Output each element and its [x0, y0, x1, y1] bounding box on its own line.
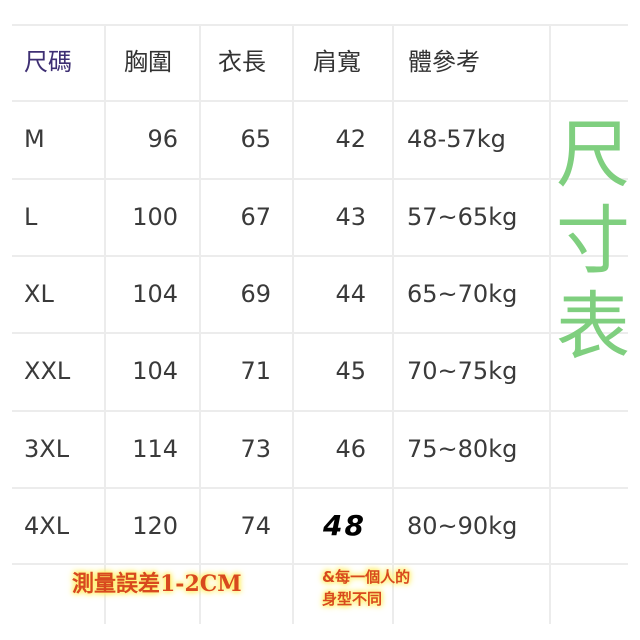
- divider: [12, 100, 628, 102]
- cell-chest: 114: [132, 435, 178, 463]
- body-shape-note-line: &每一個人的: [322, 568, 411, 586]
- cell-length: 74: [240, 512, 271, 540]
- side-title-char: 尺: [556, 112, 630, 198]
- divider: [12, 332, 628, 334]
- header-length: 衣長: [218, 48, 266, 76]
- cell-size: 4XL: [24, 512, 70, 540]
- divider: [12, 563, 628, 565]
- cell-chest: 120: [132, 512, 178, 540]
- cell-weight: 75~80kg: [407, 435, 518, 463]
- header-size: 尺碼: [24, 48, 72, 76]
- cell-length: 67: [240, 203, 271, 231]
- divider: [104, 24, 106, 624]
- header-shoulder: 肩寬: [313, 48, 361, 76]
- cell-size: 3XL: [24, 435, 70, 463]
- cell-weight: 80~90kg: [407, 512, 518, 540]
- divider: [12, 24, 628, 26]
- cell-length: 73: [240, 435, 271, 463]
- cell-shoulder: 48: [323, 509, 366, 542]
- cell-size: M: [24, 125, 45, 153]
- divider: [392, 24, 394, 624]
- cell-size: XXL: [24, 357, 71, 385]
- cell-shoulder: 42: [335, 125, 366, 153]
- side-title-char: 表: [556, 284, 630, 370]
- measurement-error-note: 測量誤差1-2CM: [72, 571, 242, 597]
- header-weight: 體參考: [408, 48, 480, 76]
- cell-size: XL: [24, 280, 54, 308]
- cell-chest: 96: [147, 125, 178, 153]
- cell-weight: 48-57kg: [407, 125, 506, 153]
- cell-length: 71: [240, 357, 271, 385]
- divider: [199, 24, 201, 624]
- body-shape-note-line: 身型不同: [322, 590, 383, 608]
- side-title: 尺 寸 表: [552, 112, 634, 370]
- body-shape-note: &每一個人的 身型不同: [322, 566, 410, 610]
- cell-weight: 57~65kg: [407, 203, 518, 231]
- divider: [12, 178, 628, 180]
- cell-chest: 104: [132, 280, 178, 308]
- side-title-char: 寸: [556, 198, 630, 284]
- divider: [292, 24, 294, 624]
- cell-shoulder: 45: [335, 357, 366, 385]
- cell-weight: 70~75kg: [407, 357, 518, 385]
- divider: [12, 410, 628, 412]
- cell-weight: 65~70kg: [407, 280, 518, 308]
- cell-length: 69: [240, 280, 271, 308]
- divider: [12, 255, 628, 257]
- header-chest: 胸圍: [124, 48, 172, 76]
- divider: [12, 487, 628, 489]
- cell-size: L: [24, 203, 38, 231]
- cell-length: 65: [240, 125, 271, 153]
- cell-shoulder: 44: [335, 280, 366, 308]
- cell-shoulder: 46: [335, 435, 366, 463]
- cell-chest: 104: [132, 357, 178, 385]
- cell-chest: 100: [132, 203, 178, 231]
- cell-shoulder: 43: [335, 203, 366, 231]
- divider: [549, 24, 551, 624]
